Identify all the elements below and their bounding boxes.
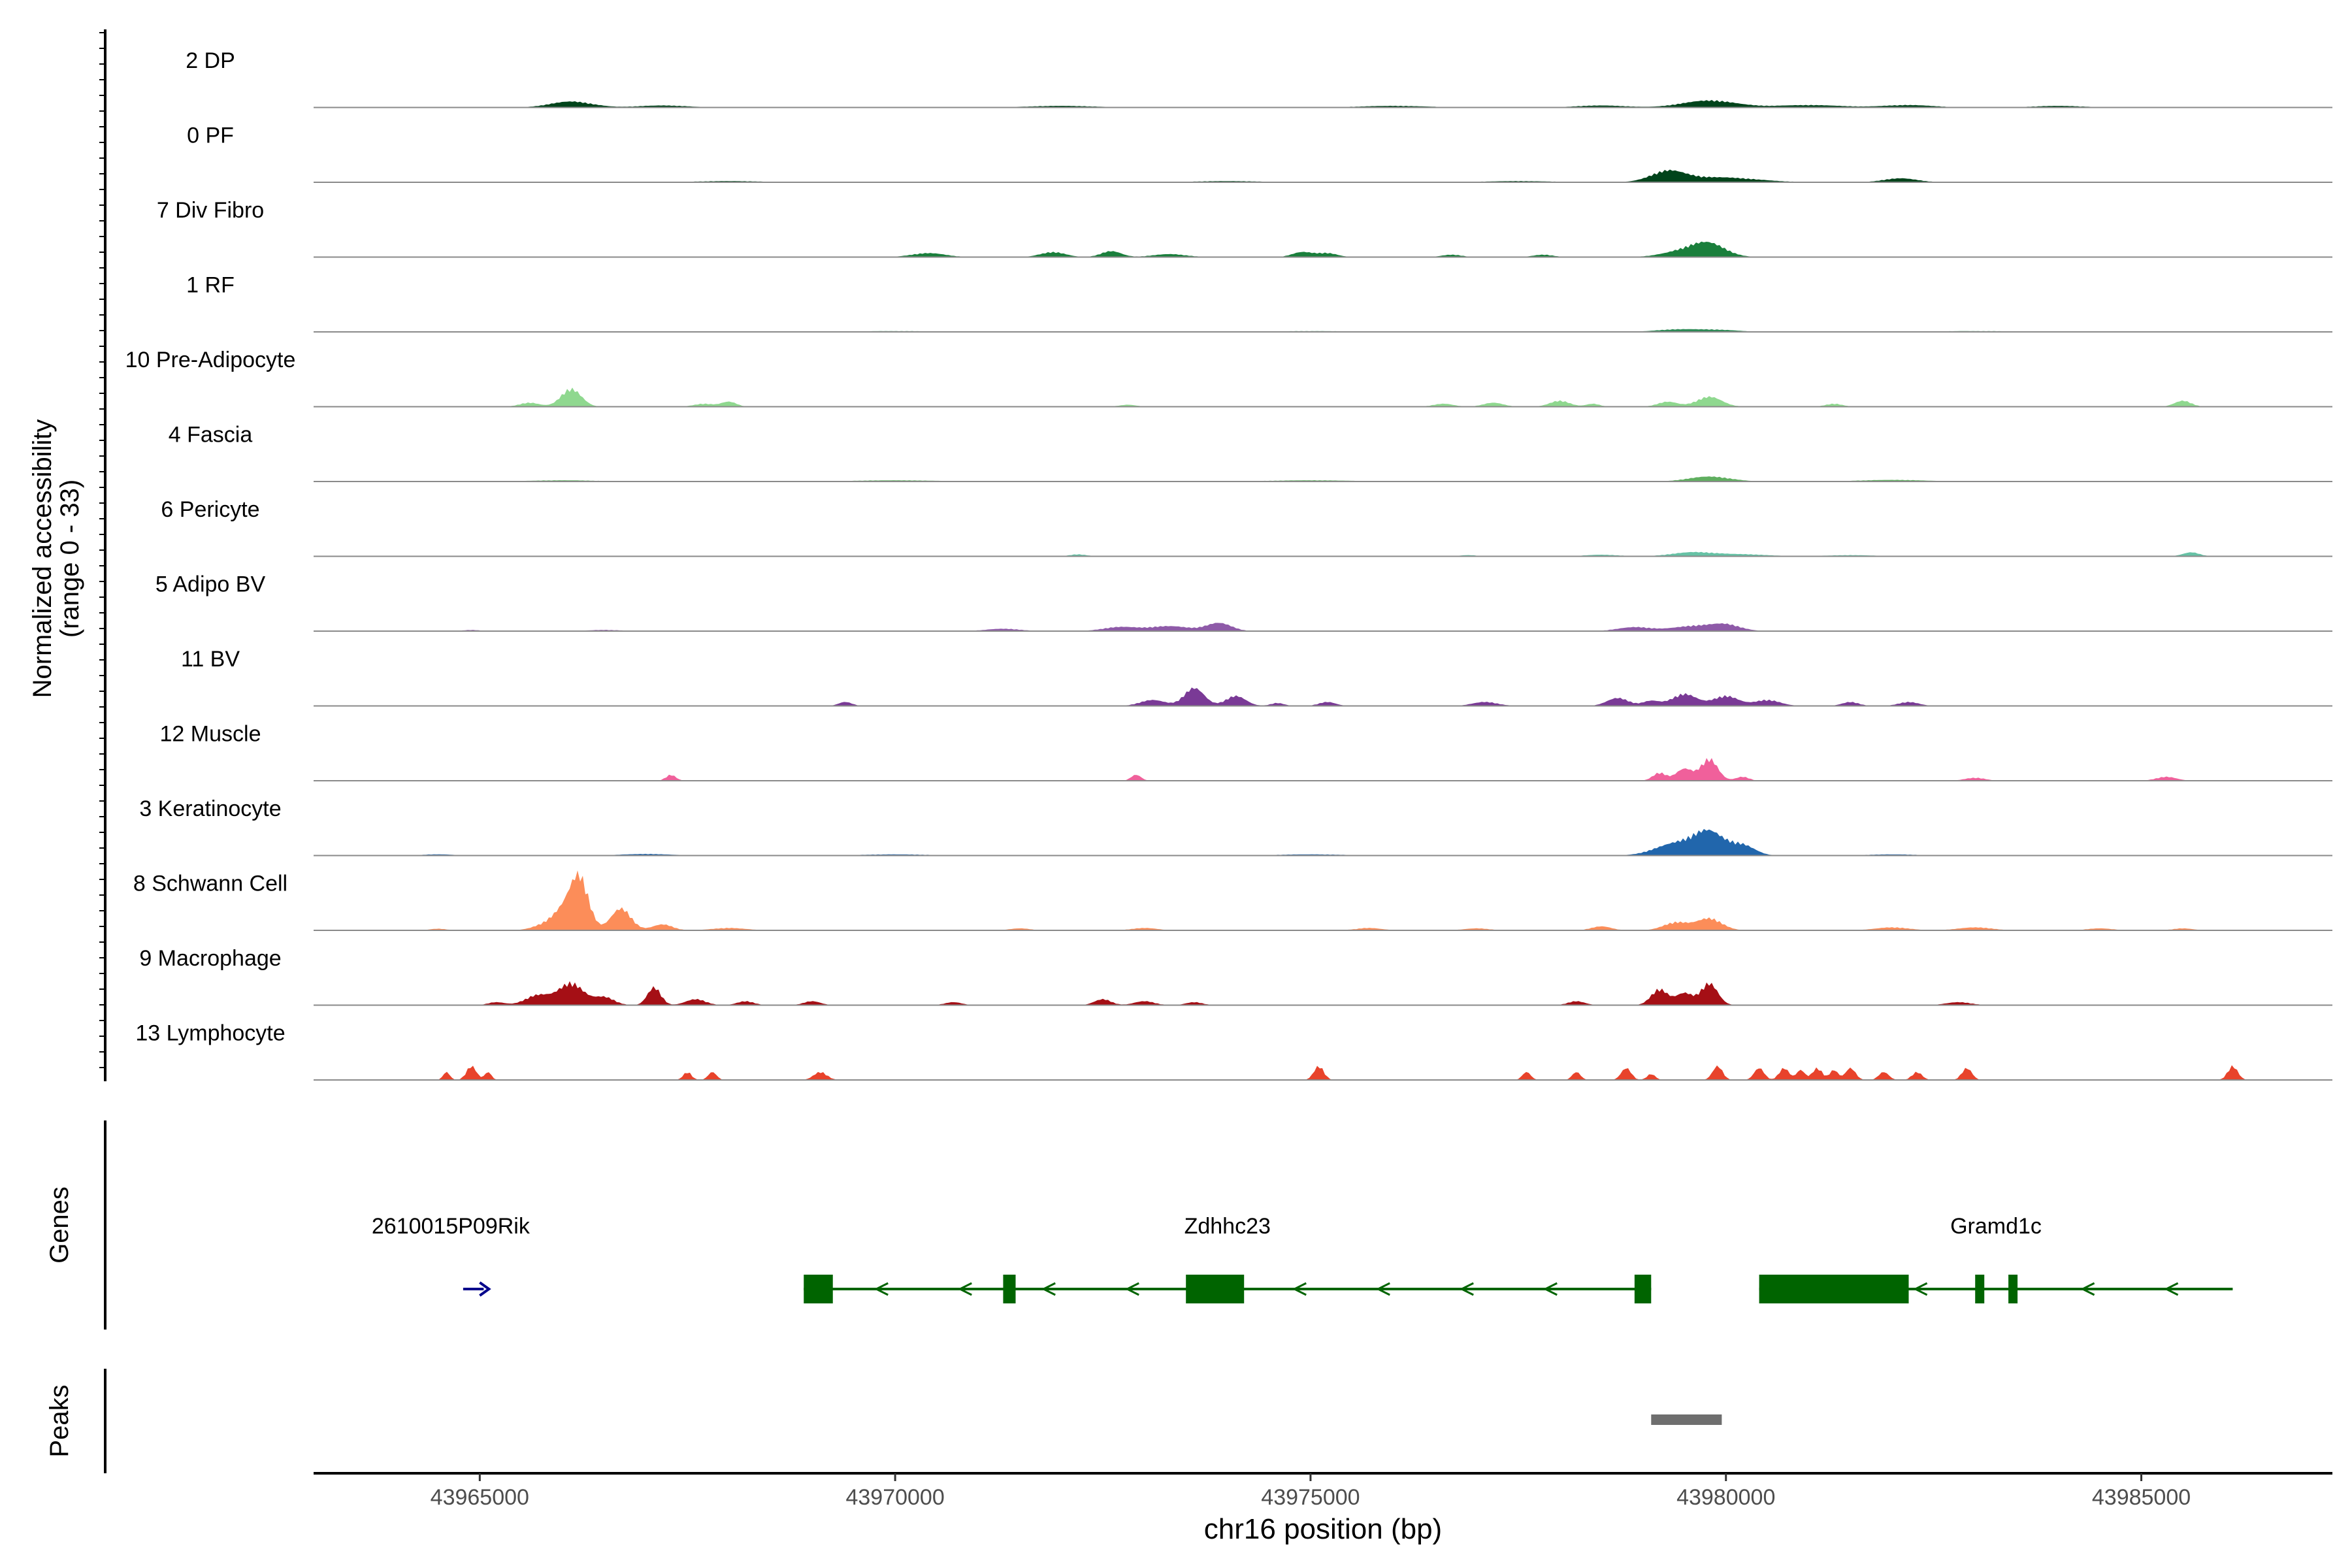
strand-chevron xyxy=(2080,1282,2095,1296)
gene-exon xyxy=(1759,1275,1909,1303)
strand-chevron xyxy=(1124,1282,1139,1296)
coverage-area xyxy=(314,100,2332,108)
track-label: 10 Pre-Adipocyte xyxy=(125,348,296,372)
gene-arrow-head xyxy=(479,1281,491,1297)
coverage-area xyxy=(314,870,2332,930)
gene-label: 2610015P09Rik xyxy=(372,1214,531,1239)
track-label: 7 Div Fibro xyxy=(157,198,264,223)
genes-track: Genes 2610015P09Rik Zdhhc23 Gramd1c xyxy=(45,1120,2233,1330)
coverage-area xyxy=(314,387,2332,407)
track-label: 3 Keratinocyte xyxy=(139,796,281,821)
y-axis-title: Normalized accessibility (range 0 - 33) xyxy=(28,419,84,698)
gene-label: Zdhhc23 xyxy=(1184,1214,1271,1239)
x-axis-tick-label: 43985000 xyxy=(2092,1485,2191,1510)
strand-chevron xyxy=(1375,1282,1390,1296)
gene-gramd1c: Gramd1c xyxy=(1759,1214,2233,1303)
strand-chevron xyxy=(1041,1282,1056,1296)
coverage-area xyxy=(314,981,2332,1005)
coverage-area xyxy=(314,758,2332,781)
gene-exon xyxy=(1186,1275,1245,1303)
coverage-area xyxy=(314,1065,2332,1080)
track-label: 1 RF xyxy=(186,273,235,298)
track-6-pericyte: 6 Pericyte xyxy=(161,497,2332,557)
track-4-fascia: 4 Fascia xyxy=(169,423,2332,482)
coverage-tracks: 2 DP 0 PF 7 Div Fibro 1 RF 10 Pre-Adipocyte 4… xyxy=(125,48,2332,1081)
track-1-rf: 1 RF xyxy=(186,273,2332,333)
track-12-muscle: 12 Muscle xyxy=(160,722,2332,781)
gene-2610015p09rik: 2610015P09Rik xyxy=(372,1214,531,1297)
peak-region-bar xyxy=(1651,1414,1722,1425)
gene-exon xyxy=(1003,1275,1016,1303)
track-label: 12 Muscle xyxy=(160,722,261,747)
x-axis-tick-label: 43980000 xyxy=(1676,1485,1775,1510)
gene-models: 2610015P09Rik Zdhhc23 Gramd1c xyxy=(372,1214,2233,1303)
y-axis-title-line2: (range 0 - 33) xyxy=(56,480,84,638)
coverage-area xyxy=(314,828,2332,856)
track-label: 4 Fascia xyxy=(169,423,253,448)
strand-chevron xyxy=(957,1282,972,1296)
gene-exon xyxy=(1975,1275,1985,1303)
strand-chevron xyxy=(1543,1282,1558,1296)
y-axis-title-line1: Normalized accessibility xyxy=(28,419,57,698)
track-10-pre-adipocyte: 10 Pre-Adipocyte xyxy=(125,348,2332,408)
strand-chevron xyxy=(2164,1282,2179,1296)
coverage-area xyxy=(314,476,2332,482)
gene-exon xyxy=(2008,1275,2018,1303)
x-axis-tick-label: 43970000 xyxy=(845,1485,944,1510)
track-label: 9 Macrophage xyxy=(139,946,281,971)
coverage-area xyxy=(314,169,2332,182)
gene-zdhhc23: Zdhhc23 xyxy=(804,1214,1652,1303)
x-axis-tick-label: 43975000 xyxy=(1261,1485,1360,1510)
track-2-dp: 2 DP xyxy=(186,48,2332,108)
strand-chevron xyxy=(1459,1282,1474,1296)
gene-exon xyxy=(804,1275,833,1303)
track-label: 11 BV xyxy=(181,647,240,672)
peak-regions xyxy=(1651,1414,1722,1425)
track-5-adipo-bv: 5 Adipo BV xyxy=(155,572,2332,632)
gene-label: Gramd1c xyxy=(1950,1214,2042,1239)
track-13-lymphocyte: 13 Lymphocyte xyxy=(135,1021,2332,1081)
gene-exon xyxy=(1634,1275,1652,1303)
coverage-y-axis xyxy=(99,29,106,1081)
track-label: 2 DP xyxy=(186,48,235,73)
x-axis: chr16 position (bp) 43965000 43970000 4397… xyxy=(314,1472,2332,1545)
track-7-div-fibro: 7 Div Fibro xyxy=(157,198,2332,258)
peaks-track: Peaks xyxy=(45,1369,1722,1473)
x-axis-title: chr16 position (bp) xyxy=(1204,1513,1442,1545)
strand-chevron xyxy=(1292,1282,1307,1296)
track-label: 6 Pericyte xyxy=(161,497,259,522)
coverage-area xyxy=(314,687,2332,706)
peaks-track-label: Peaks xyxy=(45,1384,74,1457)
genes-track-label: Genes xyxy=(45,1186,74,1264)
track-3-keratinocyte: 3 Keratinocyte xyxy=(139,796,2332,857)
track-11-bv: 11 BV xyxy=(181,647,2332,707)
coverage-area xyxy=(314,241,2332,257)
track-9-macrophage: 9 Macrophage xyxy=(139,946,2332,1006)
track-label: 13 Lymphocyte xyxy=(135,1021,285,1046)
track-8-schwann-cell: 8 Schwann Cell xyxy=(133,870,2332,931)
strand-chevron xyxy=(1913,1282,1928,1296)
track-label: 0 PF xyxy=(187,123,234,148)
coverage-area xyxy=(314,551,2332,557)
strand-chevron xyxy=(874,1282,889,1296)
x-axis-tick-label: 43965000 xyxy=(431,1485,529,1510)
track-label: 5 Adipo BV xyxy=(155,572,266,597)
track-label: 8 Schwann Cell xyxy=(133,872,287,896)
coverage-area xyxy=(314,623,2332,631)
track-0-pf: 0 PF xyxy=(187,123,2332,183)
